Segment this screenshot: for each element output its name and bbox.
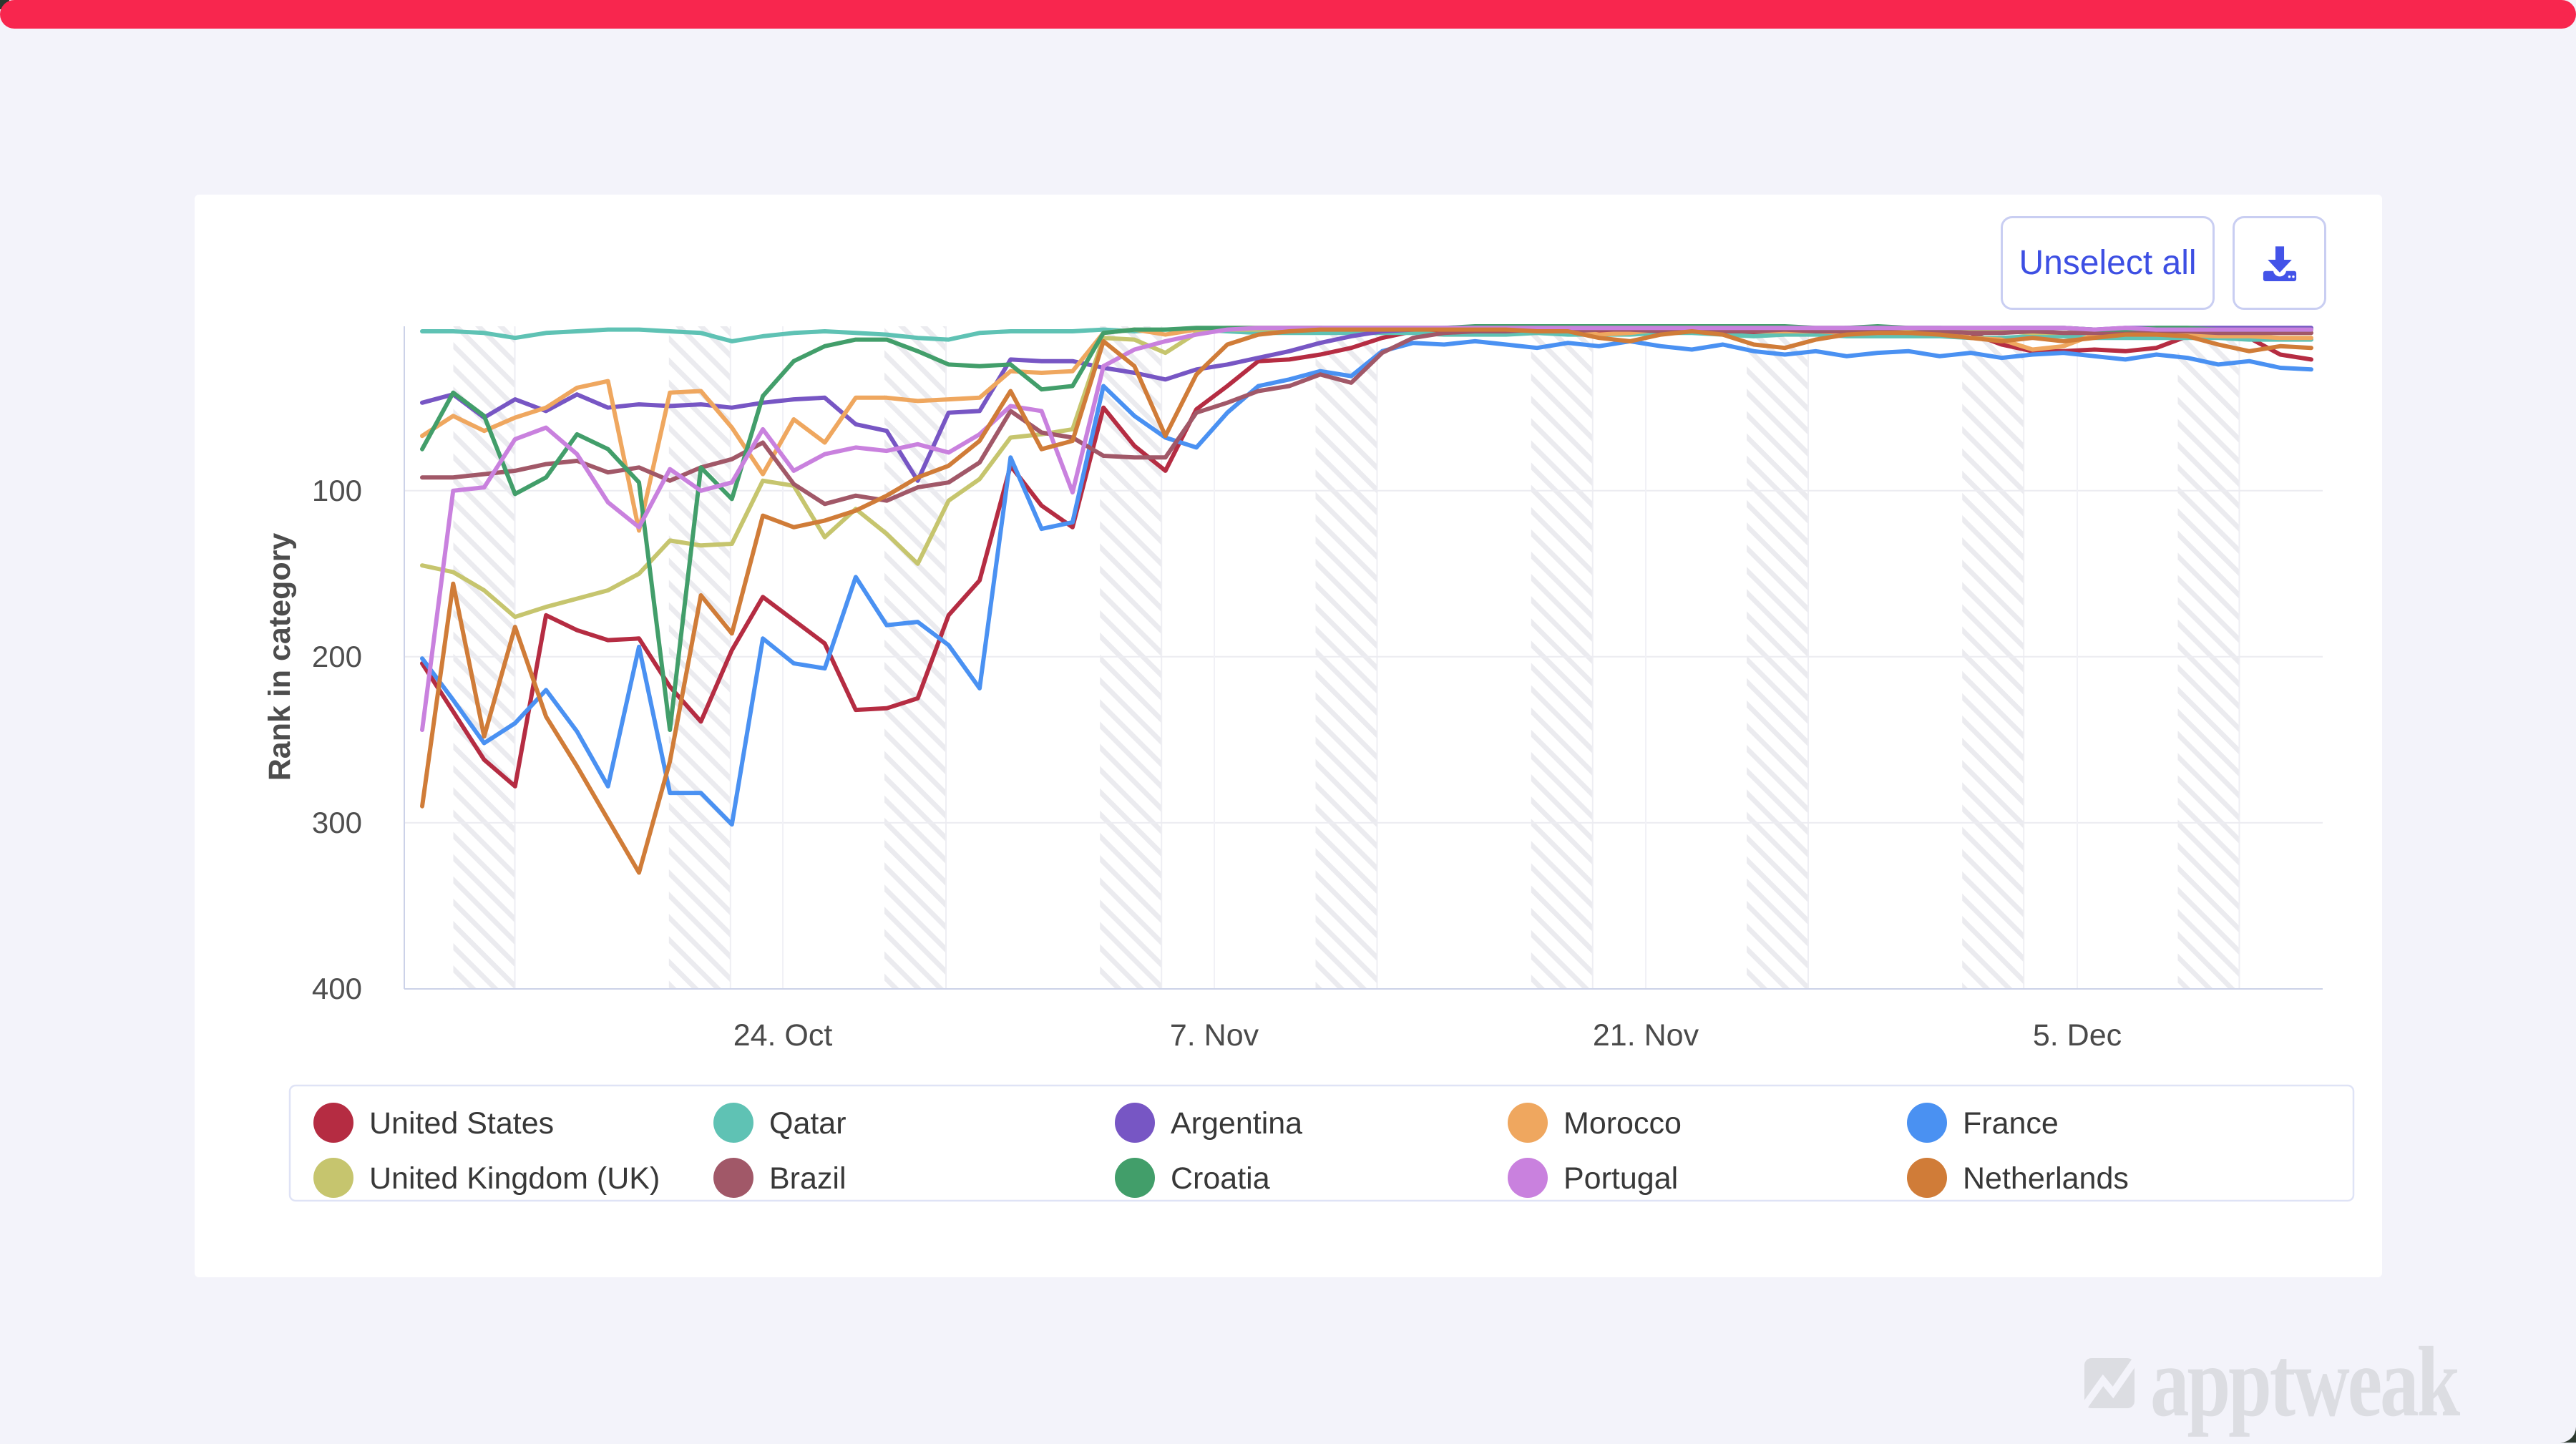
svg-text:Argentina: Argentina	[1171, 1106, 1302, 1141]
svg-text:France: France	[1963, 1106, 2059, 1141]
svg-text:Netherlands: Netherlands	[1963, 1161, 2129, 1196]
svg-text:Morocco: Morocco	[1563, 1106, 1682, 1141]
svg-text:Croatia: Croatia	[1171, 1161, 1270, 1196]
svg-text:21. Nov: 21. Nov	[1593, 1018, 1699, 1053]
svg-text:300: 300	[312, 806, 362, 839]
svg-text:5. Dec: 5. Dec	[2033, 1018, 2122, 1053]
svg-text:Brazil: Brazil	[769, 1161, 847, 1196]
svg-text:7. Nov: 7. Nov	[1170, 1018, 1259, 1053]
svg-text:100: 100	[312, 474, 362, 507]
svg-text:400: 400	[312, 972, 362, 1005]
svg-text:Portugal: Portugal	[1563, 1161, 1678, 1196]
svg-text:200: 200	[312, 640, 362, 673]
svg-text:Rank in category: Rank in category	[263, 533, 297, 781]
svg-text:Qatar: Qatar	[769, 1106, 847, 1141]
svg-text:apptweak: apptweak	[2150, 1344, 2460, 1438]
svg-text:24. Oct: 24. Oct	[733, 1018, 833, 1053]
svg-text:United States: United States	[369, 1106, 554, 1141]
svg-text:United Kingdom (UK): United Kingdom (UK)	[369, 1161, 660, 1196]
